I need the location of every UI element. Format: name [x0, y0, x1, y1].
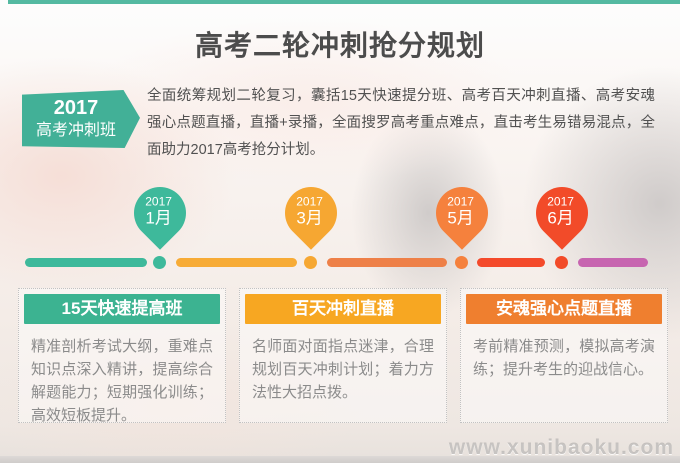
- watermark: www.xunibaoku.com: [448, 436, 674, 459]
- course-card-speed-class: 15天快速提高班 精准剖析考试大纲，重难点知识点深入精讲，提高综合解题能力；短期…: [18, 288, 226, 424]
- timeline-segment: [477, 258, 545, 267]
- pin-month: 3月: [296, 208, 323, 228]
- pin-month: 6月: [547, 208, 574, 228]
- pin-year: 2017: [145, 194, 172, 209]
- timeline-dot-mar: [304, 256, 317, 269]
- pin-month: 5月: [447, 208, 474, 228]
- bottom-photo-edge: [0, 456, 680, 463]
- card-title: 15天快速提高班: [24, 294, 220, 324]
- pin-label: 2017 3月: [284, 186, 336, 238]
- pin-month: 1月: [145, 208, 172, 228]
- timeline-pin-jan: 2017 1月: [123, 176, 197, 250]
- intro-text: 全面统筹规划二轮复习，囊括15天快速提分班、高考百天冲刺直播、高考安魂强心点题直…: [147, 88, 655, 158]
- timeline-segment: [176, 258, 297, 267]
- pin-label: 2017 6月: [535, 186, 587, 238]
- card-body: 名师面对面指点迷津，合理规划百天冲刺计划；着力方法性大招点拨。: [252, 338, 434, 401]
- course-badge: 2017 高考冲刺班: [22, 90, 140, 148]
- timeline-pin-mar: 2017 3月: [274, 176, 348, 250]
- page-title: 高考二轮冲刺抢分规划: [194, 30, 485, 61]
- pin-year: 2017: [296, 194, 323, 209]
- pin-label: 2017 1月: [133, 186, 185, 238]
- card-title: 百天冲刺直播: [245, 294, 441, 324]
- timeline-dot-jan: [153, 256, 166, 269]
- pin-year: 2017: [447, 194, 474, 209]
- top-accent-bar: [8, 0, 680, 4]
- card-title: 安魂强心点题直播: [466, 294, 662, 324]
- badge-label: 高考冲刺班: [35, 122, 116, 139]
- pin-label: 2017 5月: [435, 186, 487, 238]
- course-cards-row: 15天快速提高班 精准剖析考试大纲，重难点知识点深入精讲，提高综合解题能力；短期…: [18, 288, 668, 424]
- timeline-segment: [578, 258, 648, 267]
- timeline-pin-jun: 2017 6月: [525, 176, 599, 250]
- pin-year: 2017: [547, 194, 574, 209]
- timeline-dot-may: [455, 256, 468, 269]
- course-card-100day-live: 百天冲刺直播 名师面对面指点迷津，合理规划百天冲刺计划；着力方法性大招点拨。: [239, 288, 447, 423]
- timeline-pin-may: 2017 5月: [425, 176, 499, 250]
- card-body: 考前精准预测，模拟高考演练；提升考生的迎战信心。: [473, 338, 655, 378]
- timeline-dot-jun: [555, 256, 568, 269]
- timeline-segment: [25, 258, 147, 267]
- course-card-keypoint-live: 安魂强心点题直播 考前精准预测，模拟高考演练；提升考生的迎战信心。: [460, 288, 668, 423]
- timeline-segment: [327, 258, 447, 267]
- card-body: 精准剖析考试大纲，重难点知识点深入精讲，提高综合解题能力；短期强化训练；高效短板…: [31, 338, 213, 424]
- badge-year: 2017: [53, 97, 99, 119]
